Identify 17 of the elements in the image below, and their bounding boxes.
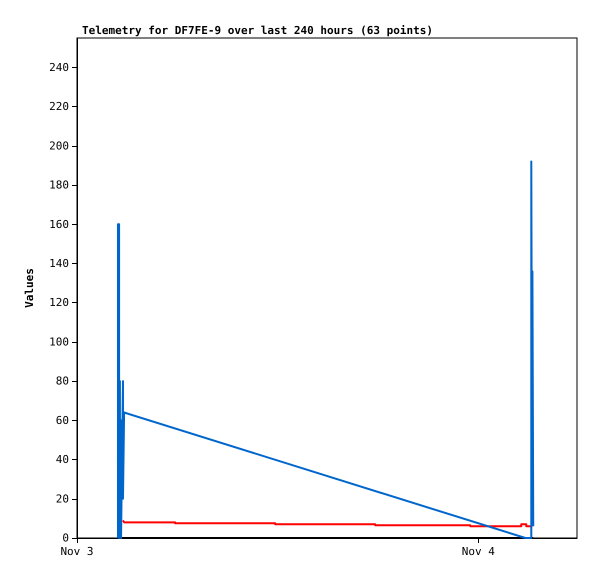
y-tick-label: 180 bbox=[49, 178, 69, 192]
y-tick-label: 220 bbox=[49, 100, 69, 114]
chart-title: Telemetry for DF7FE-9 over last 240 hours (63 points) bbox=[82, 24, 433, 37]
x-tick-label: Nov 4 bbox=[462, 545, 496, 558]
y-tick-label: 20 bbox=[56, 492, 69, 506]
y-tick-label: 160 bbox=[49, 218, 69, 231]
y-tick-label: 60 bbox=[56, 414, 69, 427]
y-tick-label: 120 bbox=[49, 296, 69, 310]
y-tick-label: 100 bbox=[49, 335, 69, 348]
y-tick-label: 200 bbox=[49, 139, 69, 152]
y-tick-label: 80 bbox=[56, 374, 69, 388]
y-axis-title: Values bbox=[23, 268, 36, 308]
y-tick-label: 240 bbox=[49, 60, 69, 74]
x-tick-label: Nov 3 bbox=[60, 545, 94, 558]
y-tick-label: 40 bbox=[56, 453, 69, 466]
y-tick-label: 0 bbox=[62, 532, 69, 544]
y-tick-label: 140 bbox=[49, 256, 69, 270]
